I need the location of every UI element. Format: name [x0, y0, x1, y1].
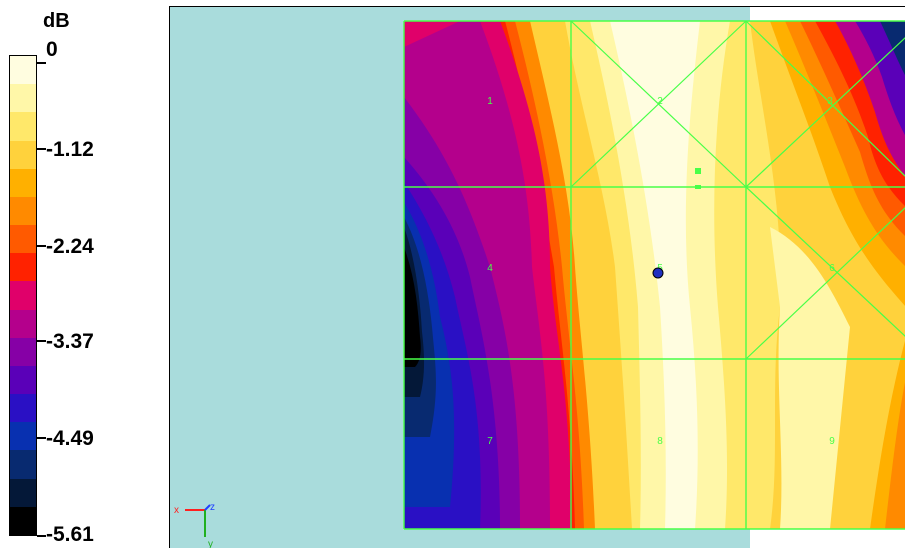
- legend-color-bar: [9, 55, 37, 536]
- grid-diagonal: [570, 20, 747, 188]
- grid-diagonal: [745, 207, 905, 360]
- legend-swatch: [10, 84, 36, 113]
- section-label: 6: [829, 263, 835, 274]
- section-label: 3: [827, 96, 833, 107]
- legend-swatch: [10, 309, 36, 338]
- z-axis-label: z: [210, 502, 215, 513]
- grid-diagonal: [745, 20, 905, 177]
- legend-tick-0: 0: [46, 38, 58, 61]
- legend-swatch: [10, 196, 36, 226]
- legend-swatch: [10, 225, 36, 254]
- legend-swatch: [10, 112, 36, 141]
- z-axis-arrow: [204, 504, 211, 511]
- axis-triad: x y z: [174, 502, 215, 548]
- marker-square: [695, 168, 701, 174]
- legend-tick-5: -5.61: [46, 523, 94, 546]
- legend-swatch: [10, 365, 36, 395]
- legend-tick-mark: [37, 437, 46, 439]
- color-legend: dB 0 -1.12 -2.24 -3.37 -4.49 -5.61: [0, 0, 160, 549]
- legend-tick-mark: [37, 340, 46, 342]
- contour-band: [885, 382, 905, 529]
- marker-square: [695, 185, 701, 189]
- field-distribution-plot: 123456789 xyz: [174, 20, 905, 548]
- section-grid: [403, 20, 905, 530]
- legend-swatch: [10, 281, 36, 310]
- field-plot-viewport[interactable]: 123456789 xyz: [169, 6, 905, 548]
- grid-diagonal: [745, 37, 905, 188]
- legend-swatch: [10, 140, 36, 169]
- y-axis-label: y: [208, 539, 213, 548]
- legend-swatch: [10, 506, 36, 535]
- legend-tick-1: -1.12: [46, 138, 94, 161]
- legend-swatch: [10, 422, 36, 451]
- legend-swatch: [10, 337, 36, 366]
- contour-band: [880, 21, 905, 76]
- legend-tick-mark: [37, 62, 46, 64]
- legend-swatch: [10, 450, 36, 479]
- section-label: 1: [487, 96, 493, 107]
- section-label: 7: [487, 436, 493, 447]
- contour-band: [610, 21, 700, 529]
- legend-swatch: [10, 478, 36, 507]
- contour-band: [404, 247, 421, 367]
- legend-tick-3: -3.37: [46, 330, 94, 353]
- legend-tick-2: -2.24: [46, 235, 94, 258]
- legend-swatch: [10, 168, 36, 197]
- markers: [652, 168, 701, 279]
- x-axis-label: x: [174, 505, 179, 516]
- legend-tick-mark: [37, 148, 46, 150]
- legend-tick-4: -4.49: [46, 427, 94, 450]
- section-label: 9: [829, 436, 835, 447]
- contour-map: [404, 21, 905, 529]
- legend-swatch: [10, 253, 36, 282]
- legend-tick-mark: [37, 245, 46, 247]
- legend-swatch: [10, 56, 36, 85]
- legend-swatch: [10, 394, 36, 423]
- section-label: 4: [487, 263, 493, 274]
- section-label: 8: [657, 436, 663, 447]
- section-label: 2: [657, 96, 663, 107]
- legend-tick-mark: [37, 535, 46, 537]
- grid-diagonal: [745, 186, 905, 337]
- probe-point-marker: [652, 267, 664, 279]
- legend-unit: dB: [43, 10, 70, 32]
- contour-band: [770, 227, 850, 529]
